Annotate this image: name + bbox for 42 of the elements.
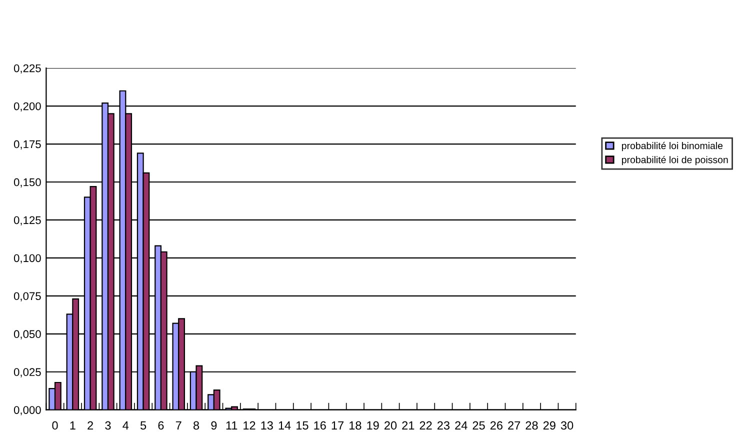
x-tick-label: 13: [261, 421, 273, 430]
x-tick-label: 18: [350, 421, 362, 430]
x-tick-label: 20: [384, 421, 397, 430]
x-tick-label: 8: [194, 421, 200, 430]
x-tick-label: 19: [367, 421, 379, 430]
x-tick-label: 3: [105, 421, 111, 430]
x-tick-label: 11: [226, 421, 238, 430]
x-tick-label: 5: [140, 421, 146, 430]
x-tick-label: 2: [88, 421, 94, 430]
x-tick-label: 4: [122, 421, 129, 430]
x-tick-label: 26: [490, 421, 502, 430]
y-tick-label: 0,175: [14, 140, 41, 150]
x-tick-label: 6: [158, 421, 164, 430]
x-tick-label: 25: [472, 421, 485, 430]
x-tick-label: 9: [211, 421, 217, 430]
x-tick-label: 24: [455, 421, 468, 430]
y-tick-label: 0,025: [14, 368, 41, 378]
x-tick-label: 21: [402, 421, 414, 430]
x-tick-label: 0: [52, 421, 58, 430]
y-tick-label: 0,100: [14, 254, 41, 264]
x-tick-label: 1: [70, 421, 76, 430]
y-tick-label: 0,050: [14, 330, 41, 340]
y-tick-label: 0,125: [14, 216, 41, 226]
x-tick-label: 16: [314, 421, 326, 430]
x-tick-label: 30: [560, 421, 574, 430]
y-tick-label: 0,075: [14, 292, 41, 302]
y-tick-label: 0,225: [14, 64, 41, 74]
legend-label: probabilité loi binomiale: [622, 142, 723, 152]
y-tick-label: 0,000: [14, 406, 41, 416]
legend-label: probabilité loi de poisson: [622, 156, 728, 166]
x-tick-label: 7: [176, 421, 182, 430]
x-tick-label: 23: [437, 421, 450, 430]
x-tick-label: 27: [508, 421, 520, 430]
x-tick-label: 28: [526, 421, 538, 430]
x-tick-label: 15: [296, 421, 308, 430]
x-tick-label: 22: [420, 421, 432, 430]
x-tick-label: 29: [543, 421, 556, 430]
x-tick-label: 14: [278, 421, 291, 430]
y-tick-label: 0,200: [14, 102, 41, 112]
x-tick-label: 17: [332, 421, 344, 430]
y-tick-label: 0,150: [14, 178, 41, 188]
x-tick-label: 12: [244, 421, 256, 430]
